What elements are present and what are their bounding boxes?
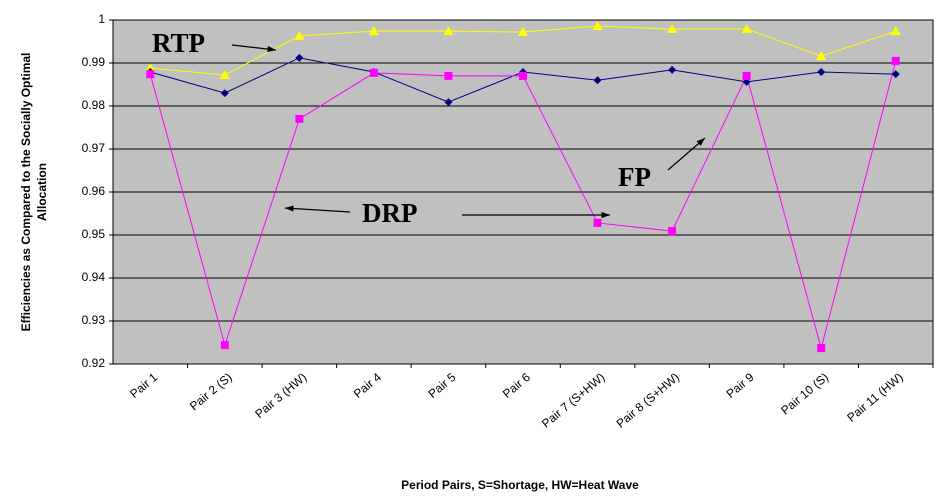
x-tick-label: Pair 5	[425, 370, 458, 401]
x-tick-label: Pair 10 (S)	[778, 370, 831, 418]
x-tick-label: Pair 11 (HW)	[844, 370, 905, 425]
point	[742, 71, 751, 80]
x-tick-label: Pair 2 (S)	[187, 370, 235, 413]
arrow-head	[601, 211, 610, 219]
point	[593, 76, 602, 85]
y-tick-label: 0.92	[82, 356, 106, 370]
y-tick-label: 0.93	[82, 313, 106, 327]
x-tick-label: Pair 6	[500, 370, 533, 401]
point	[891, 56, 900, 65]
point	[220, 89, 229, 98]
point	[369, 68, 378, 77]
point	[668, 65, 677, 74]
series-annotation: DRP	[362, 198, 418, 228]
point	[294, 30, 305, 40]
point	[741, 24, 752, 34]
y-tick-label: 0.98	[82, 98, 106, 112]
point	[816, 51, 827, 61]
y-tick-label: 0.97	[82, 141, 106, 155]
x-tick-label: Pair 3 (HW)	[252, 370, 309, 421]
series-annotation: FP	[618, 162, 651, 192]
arrow-head	[285, 205, 294, 212]
point	[519, 71, 527, 80]
point	[444, 98, 453, 107]
y-tick-label: 1	[98, 12, 105, 26]
point	[444, 71, 453, 80]
y-tick-label: 0.95	[82, 227, 106, 241]
y-axis-title: Allocation	[35, 163, 49, 221]
point	[220, 341, 229, 350]
point	[592, 21, 603, 31]
arrow-head	[267, 45, 276, 53]
point	[593, 218, 602, 227]
x-tick-label: Pair 1	[127, 370, 160, 401]
point	[443, 26, 454, 36]
x-tick-label: Pair 7 (S+HW)	[539, 370, 608, 431]
annotation-arrow	[284, 207, 351, 213]
y-axis-title: Efficiencies as Compared to the Socially…	[19, 53, 33, 332]
x-tick-label: Pair 4	[351, 370, 384, 401]
point	[742, 77, 751, 86]
y-tick-label: 0.99	[82, 55, 106, 69]
y-tick-label: 0.96	[82, 184, 106, 198]
point	[295, 114, 304, 123]
point	[219, 70, 230, 80]
point	[368, 26, 379, 36]
x-tick-label: Pair 8 (S+HW)	[614, 370, 683, 431]
point	[890, 26, 901, 36]
arrow-head	[696, 138, 705, 146]
point	[817, 68, 826, 77]
point	[146, 70, 155, 79]
point	[891, 70, 900, 79]
y-tick-label: 0.94	[82, 270, 106, 284]
point	[295, 53, 304, 62]
point	[668, 227, 677, 236]
x-tick-label: Pair 9	[724, 370, 757, 401]
point	[145, 63, 156, 73]
x-axis-title: Period Pairs, S=Shortage, HW=Heat Wave	[401, 478, 639, 492]
point	[518, 27, 528, 37]
point	[667, 24, 678, 34]
point	[817, 344, 826, 353]
series-annotation: RTP	[152, 28, 205, 58]
